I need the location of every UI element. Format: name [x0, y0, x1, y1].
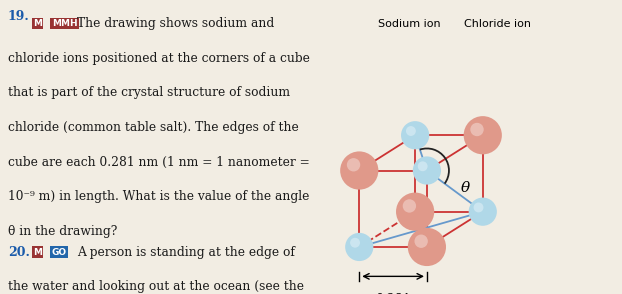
- Text: 20.: 20.: [8, 246, 30, 259]
- Text: Sodium ion: Sodium ion: [378, 19, 440, 29]
- Text: the water and looking out at the ocean (see the: the water and looking out at the ocean (…: [8, 280, 304, 293]
- Text: chloride (common table salt). The edges of the: chloride (common table salt). The edges …: [8, 121, 299, 134]
- Text: θ: θ: [461, 181, 470, 195]
- Text: M: M: [33, 248, 42, 257]
- Text: 19.: 19.: [8, 10, 30, 23]
- Circle shape: [470, 123, 484, 136]
- Circle shape: [408, 228, 446, 266]
- Text: M: M: [33, 19, 42, 28]
- Circle shape: [463, 116, 502, 154]
- Circle shape: [406, 126, 416, 136]
- Text: that is part of the crystal structure of sodium: that is part of the crystal structure of…: [8, 86, 290, 99]
- Text: 10⁻⁹ m) in length. What is the value of the angle: 10⁻⁹ m) in length. What is the value of …: [8, 191, 309, 203]
- Text: θ in the drawing?: θ in the drawing?: [8, 225, 117, 238]
- Circle shape: [347, 158, 360, 171]
- Circle shape: [468, 198, 497, 226]
- Text: GO: GO: [52, 248, 67, 257]
- Circle shape: [401, 121, 429, 149]
- Circle shape: [418, 161, 427, 171]
- Text: A person is standing at the edge of: A person is standing at the edge of: [77, 246, 295, 259]
- Text: cube are each 0.281 nm (1 nm = 1 nanometer =: cube are each 0.281 nm (1 nm = 1 nanomet…: [8, 156, 310, 169]
- Text: MMH: MMH: [52, 19, 78, 28]
- Text: Chloride ion: Chloride ion: [464, 19, 531, 29]
- Circle shape: [350, 238, 360, 248]
- Text: The drawing shows sodium and: The drawing shows sodium and: [77, 17, 274, 30]
- Text: chloride ions positioned at the corners of a cube: chloride ions positioned at the corners …: [8, 52, 310, 65]
- Circle shape: [402, 199, 416, 213]
- Circle shape: [413, 156, 441, 185]
- Circle shape: [345, 233, 373, 261]
- Circle shape: [473, 203, 483, 212]
- Text: 0.281: 0.281: [375, 293, 411, 294]
- Circle shape: [414, 235, 428, 248]
- Circle shape: [340, 151, 378, 190]
- Circle shape: [396, 193, 434, 231]
